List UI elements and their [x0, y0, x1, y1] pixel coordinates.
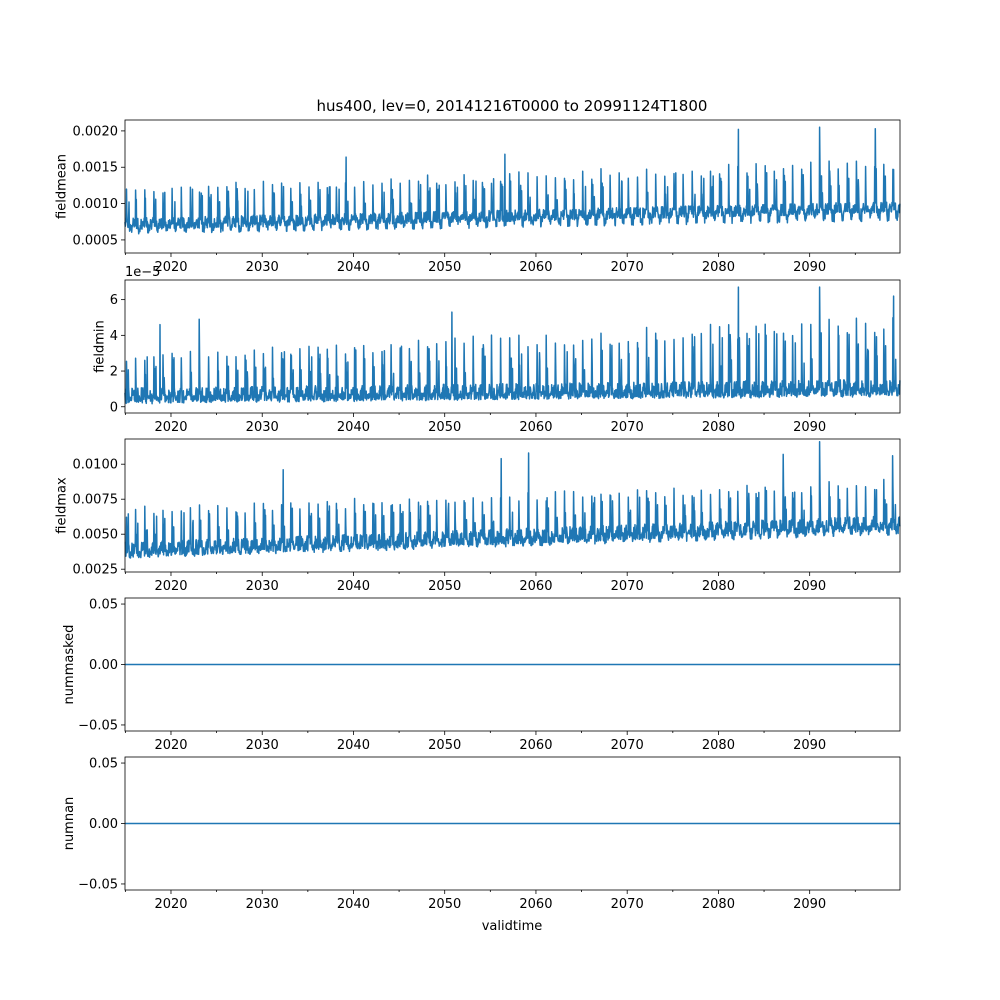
series-line-fieldmean: [124, 126, 901, 235]
x-tick-label: 2030: [246, 420, 279, 435]
x-tick-label: 2060: [519, 420, 552, 435]
y-tick-label: 0.00: [89, 817, 118, 832]
y-tick-label: −0.05: [78, 877, 118, 892]
x-tick-label: 2020: [154, 420, 187, 435]
axes-frame: [124, 119, 901, 254]
y-axis-label-fieldmin: fieldmin: [92, 320, 107, 373]
y-tick-label: −0.05: [78, 718, 118, 733]
y-tick-label: 6: [110, 293, 118, 308]
x-tick-label: 2090: [793, 420, 826, 435]
y-tick-label: 2: [110, 365, 118, 380]
x-tick-label: 2020: [154, 579, 187, 594]
panel-fieldmin: 0 2 4 6 2020 2030 2040 2050 2060 2070 2080 2090 fiel…: [92, 265, 901, 435]
x-axis-label: validtime: [482, 919, 543, 934]
x-tick-label: 2080: [702, 260, 735, 275]
x-tick-label: 2070: [611, 420, 644, 435]
axes-frame: [124, 438, 901, 573]
x-tick-label: 2050: [428, 738, 461, 753]
y-axis-label-fieldmax: fieldmax: [54, 477, 69, 534]
y-tick-label: 4: [110, 329, 118, 344]
x-tick-label: 2070: [611, 897, 644, 912]
y-tick-label: 0.0100: [73, 458, 119, 473]
y-axis-label-nummasked: nummasked: [62, 625, 77, 705]
x-tick-label: 2090: [793, 738, 826, 753]
x-tick-label: 2090: [793, 260, 826, 275]
x-tick-label: 2060: [519, 260, 552, 275]
x-tick-label: 2020: [154, 897, 187, 912]
x-tick-label: 2090: [793, 897, 826, 912]
panel-fieldmean: 0.0005 0.0010 0.0015 0.0020 2020 2030 2040 2050…: [54, 119, 901, 275]
y-tick-label: 0.0015: [73, 161, 119, 176]
y-tick-label: 0: [110, 400, 118, 415]
x-tick-label: 2030: [246, 897, 279, 912]
x-tick-label: 2090: [793, 579, 826, 594]
x-tick-label: 2040: [337, 738, 370, 753]
x-tick-label: 2060: [519, 897, 552, 912]
x-tick-label: 2030: [246, 260, 279, 275]
x-tick-label: 2040: [337, 420, 370, 435]
y-tick-label: 0.0005: [73, 233, 119, 248]
x-tick-label: 2050: [428, 260, 461, 275]
x-tick-label: 2030: [246, 579, 279, 594]
x-tick-label: 2080: [702, 897, 735, 912]
y-tick-label: 0.0020: [73, 124, 119, 139]
x-tick-label: 2080: [702, 738, 735, 753]
y-tick-label: 0.05: [89, 598, 118, 613]
axes-frame: [124, 279, 901, 414]
y-tick-label: 0.00: [89, 658, 118, 673]
series-line-fieldmax: [124, 441, 901, 559]
panel-fieldmax: 0.0025 0.0050 0.0075 0.0100 2020 2030 2040 2050…: [54, 438, 901, 594]
y-axis-label-numnan: numnan: [62, 797, 77, 851]
x-tick-label: 2050: [428, 420, 461, 435]
x-tick-label: 2040: [337, 897, 370, 912]
x-tick-label: 2020: [154, 738, 187, 753]
x-tick-label: 2060: [519, 738, 552, 753]
panel-nummasked: −0.05 0.00 0.05 2020 2030 2040 2050 2060 2070 208…: [62, 598, 901, 753]
x-tick-label: 2080: [702, 420, 735, 435]
x-tick-label: 2050: [428, 897, 461, 912]
y-tick-label: 0.0025: [73, 563, 119, 578]
x-tick-label: 2020: [154, 260, 187, 275]
y-tick-label: 0.0075: [73, 493, 119, 508]
x-tick-label: 2070: [611, 260, 644, 275]
x-tick-label: 2070: [611, 738, 644, 753]
y-tick-label: 0.0010: [73, 197, 119, 212]
panel-numnan: −0.05 0.00 0.05 2020 2030 2040 2050 2060 2070 208…: [62, 757, 901, 912]
figure-title: hus400, lev=0, 20141216T0000 to 20991124…: [317, 97, 708, 115]
x-tick-label: 2060: [519, 579, 552, 594]
series-line-fieldmin: [124, 286, 901, 405]
y-tick-label: 0.05: [89, 757, 118, 772]
x-tick-label: 2040: [337, 260, 370, 275]
x-tick-label: 2070: [611, 579, 644, 594]
x-tick-label: 2050: [428, 579, 461, 594]
x-tick-label: 2030: [246, 738, 279, 753]
x-tick-label: 2080: [702, 579, 735, 594]
x-tick-label: 2040: [337, 579, 370, 594]
y-tick-label: 0.0050: [73, 528, 119, 543]
y-offset-text: 1e−5: [125, 265, 160, 280]
y-axis-label-fieldmean: fieldmean: [54, 154, 69, 219]
